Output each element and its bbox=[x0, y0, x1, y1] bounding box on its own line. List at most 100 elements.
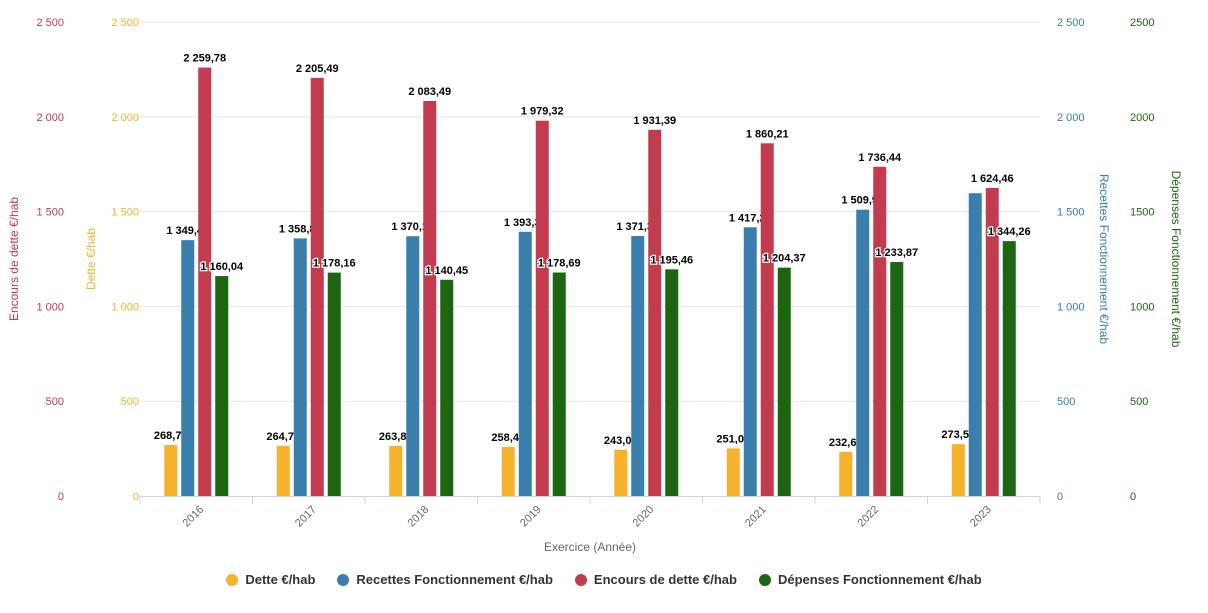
bar-depenses bbox=[440, 279, 454, 496]
bar-encours bbox=[310, 77, 324, 496]
data-label-encours: 1 860,21 bbox=[746, 128, 789, 140]
legend-item-recettes[interactable]: Recettes Fonctionnement €/hab bbox=[337, 572, 553, 587]
legend-item-dette[interactable]: Dette €/hab bbox=[226, 572, 315, 587]
bar-dette bbox=[726, 448, 740, 496]
x-tick-label: 2019 bbox=[518, 504, 544, 530]
legend-label-encours: Encours de dette €/hab bbox=[593, 572, 737, 587]
data-label-encours: 2 259,78 bbox=[183, 53, 226, 65]
legend-label-dette: Dette €/hab bbox=[245, 572, 316, 587]
bar-depenses bbox=[327, 272, 341, 496]
bar-dette bbox=[501, 446, 515, 496]
data-label-depenses: 1 178,69 bbox=[538, 258, 581, 270]
data-label-dette: 263,89 bbox=[379, 431, 413, 443]
y-tick-label-recettes: 500 bbox=[1057, 396, 1075, 408]
y-tick-label-encours: 1 000 bbox=[36, 301, 64, 313]
y-tick-label-depenses: 0 bbox=[1130, 491, 1136, 503]
bar-depenses bbox=[552, 272, 566, 496]
data-label-depenses: 1 140,45 bbox=[425, 265, 468, 277]
bar-recettes bbox=[968, 193, 982, 496]
y-tick-label-depenses: 1000 bbox=[1130, 301, 1154, 313]
bar-depenses bbox=[1002, 241, 1016, 496]
y-axis-title-recettes: Recettes Fonctionnement €/hab bbox=[1097, 174, 1111, 344]
bar-encours bbox=[535, 120, 549, 497]
bar-recettes bbox=[181, 240, 195, 496]
data-label-depenses: 1 160,04 bbox=[200, 261, 244, 273]
bar-recettes bbox=[406, 236, 420, 497]
data-label-encours: 2 083,49 bbox=[408, 86, 451, 98]
legend-dot-dette bbox=[226, 573, 239, 586]
data-label-encours: 1 736,44 bbox=[858, 152, 902, 164]
y-tick-label-dette: 1 000 bbox=[111, 301, 139, 313]
data-label-depenses: 1 195,46 bbox=[650, 254, 693, 266]
x-tick-label: 2017 bbox=[293, 504, 319, 530]
x-tick-label: 2021 bbox=[743, 504, 769, 530]
data-label-dette: 273,58 bbox=[941, 429, 975, 441]
bar-encours bbox=[760, 143, 774, 496]
y-axis-title-dette: Dette €/hab bbox=[84, 228, 98, 290]
y-tick-label-depenses: 2000 bbox=[1130, 112, 1154, 124]
y-tick-label-recettes: 0 bbox=[1057, 491, 1063, 503]
y-tick-label-dette: 0 bbox=[133, 491, 139, 503]
bar-encours bbox=[985, 188, 999, 496]
bar-recettes bbox=[518, 231, 532, 496]
data-label-encours: 1 931,39 bbox=[633, 115, 676, 127]
y-tick-label-encours: 2 500 bbox=[36, 17, 64, 29]
legend-dot-recettes bbox=[337, 573, 350, 586]
y-tick-label-dette: 2 500 bbox=[111, 17, 139, 29]
data-label-encours: 1 624,46 bbox=[971, 173, 1014, 185]
y-tick-label-encours: 2 000 bbox=[36, 112, 64, 124]
bar-encours bbox=[198, 67, 212, 496]
y-tick-label-recettes: 2 000 bbox=[1057, 112, 1085, 124]
data-label-dette: 268,71 bbox=[154, 430, 188, 442]
y-tick-label-encours: 500 bbox=[46, 396, 64, 408]
bar-depenses bbox=[665, 269, 679, 496]
y-tick-label-dette: 1 500 bbox=[111, 207, 139, 219]
data-label-encours: 2 205,49 bbox=[296, 63, 339, 75]
bar-dette bbox=[614, 449, 628, 496]
legend-label-recettes: Recettes Fonctionnement €/hab bbox=[356, 572, 553, 587]
x-tick-label: 2022 bbox=[856, 504, 882, 530]
data-label-depenses: 1 344,26 bbox=[988, 226, 1031, 238]
data-label-encours: 1 979,32 bbox=[521, 106, 564, 118]
bar-recettes bbox=[856, 209, 870, 496]
y-tick-label-dette: 2 000 bbox=[111, 112, 139, 124]
bar-recettes bbox=[293, 238, 307, 496]
bar-encours bbox=[873, 166, 887, 496]
data-label-dette: 258,48 bbox=[491, 432, 525, 444]
bar-depenses bbox=[890, 262, 904, 496]
x-tick-label: 2023 bbox=[968, 504, 994, 530]
x-tick-label: 2018 bbox=[406, 504, 432, 530]
y-tick-label-depenses: 500 bbox=[1130, 396, 1148, 408]
legend-dot-encours bbox=[574, 573, 587, 586]
x-tick-label: 2016 bbox=[181, 504, 207, 530]
y-tick-label-dette: 500 bbox=[121, 396, 139, 408]
y-tick-label-depenses: 2500 bbox=[1130, 17, 1154, 29]
legend-label-depenses: Dépenses Fonctionnement €/hab bbox=[777, 572, 982, 587]
data-label-depenses: 1 233,87 bbox=[875, 247, 918, 259]
bar-recettes bbox=[631, 235, 645, 496]
data-label-dette: 243,07 bbox=[604, 435, 638, 447]
bar-dette bbox=[951, 444, 965, 496]
bar-dette bbox=[839, 451, 853, 496]
y-axis-title-depenses: Dépenses Fonctionnement €/hab bbox=[1169, 171, 1183, 348]
y-tick-label-encours: 1 500 bbox=[36, 207, 64, 219]
y-tick-label-recettes: 1 500 bbox=[1057, 207, 1085, 219]
data-label-dette: 232,69 bbox=[829, 437, 863, 449]
legend-item-encours[interactable]: Encours de dette €/hab bbox=[574, 572, 737, 587]
legend-item-depenses[interactable]: Dépenses Fonctionnement €/hab bbox=[758, 572, 982, 587]
bar-encours bbox=[648, 129, 662, 496]
data-label-depenses: 1 204,37 bbox=[763, 253, 806, 265]
bar-depenses bbox=[777, 267, 791, 496]
y-tick-label-depenses: 1500 bbox=[1130, 207, 1154, 219]
bar-dette bbox=[389, 445, 403, 496]
bar-recettes bbox=[743, 227, 757, 496]
y-tick-label-encours: 0 bbox=[58, 491, 64, 503]
data-label-dette: 251,05 bbox=[716, 433, 750, 445]
x-axis-title: Exercice (Année) bbox=[544, 540, 636, 554]
data-label-dette: 264,74 bbox=[266, 431, 301, 443]
bar-dette bbox=[276, 445, 290, 496]
chart-legend: Dette €/hab Recettes Fonctionnement €/ha… bbox=[0, 572, 1208, 587]
y-tick-label-recettes: 1 000 bbox=[1057, 301, 1085, 313]
legend-dot-depenses bbox=[758, 573, 771, 586]
